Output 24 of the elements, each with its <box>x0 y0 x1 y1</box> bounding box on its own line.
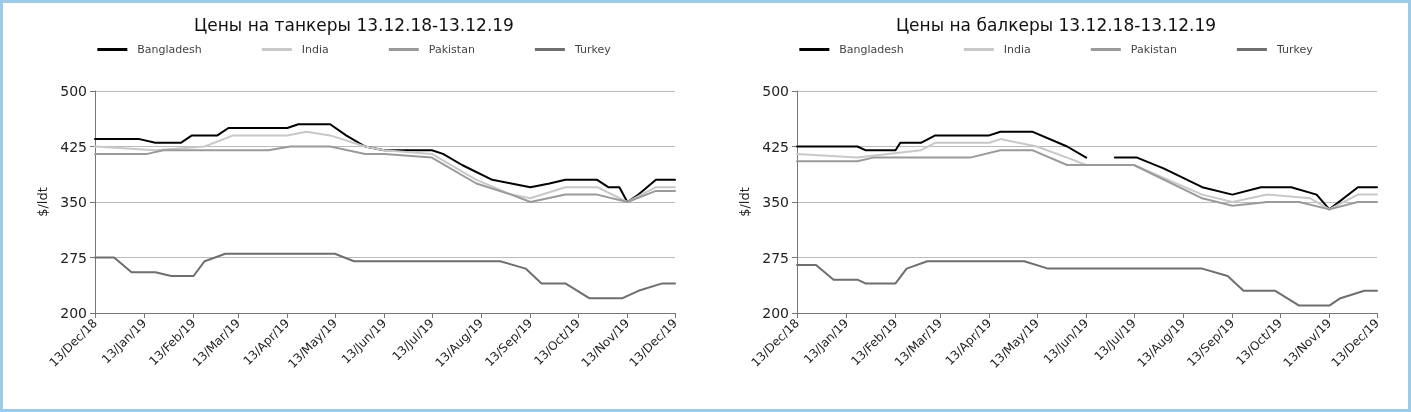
chart-title: Цены на танкеры 13.12.18-13.12.19 <box>194 14 514 35</box>
legend-label: Bangladesh <box>839 43 904 56</box>
line-series <box>94 145 676 203</box>
legend-label: Turkey <box>573 43 612 56</box>
legend-label: Pakistan <box>1130 43 1177 56</box>
legend-label: Pakistan <box>428 43 475 56</box>
chart-title: Цены на балкеры 13.12.18-13.12.19 <box>895 14 1217 35</box>
y-tick-label: 200 <box>60 305 87 321</box>
y-axis-title: $/ldt <box>737 187 753 217</box>
legend-label: Bangladesh <box>137 43 202 56</box>
y-tick-label: 500 <box>60 83 87 99</box>
y-tick-label: 200 <box>762 305 789 321</box>
legend-label: Turkey <box>1275 43 1314 56</box>
y-tick-label: 350 <box>762 194 789 210</box>
y-tick-label: 275 <box>762 249 789 266</box>
legend-label: India <box>1003 43 1031 56</box>
line-series <box>796 149 1378 211</box>
y-tick-label: 425 <box>762 138 789 155</box>
legend-label: India <box>301 43 329 56</box>
y-tick-label: 350 <box>60 194 87 210</box>
y-axis-title: $/ldt <box>35 187 51 217</box>
y-tick-label: 275 <box>60 249 87 266</box>
y-tick-label: 500 <box>762 83 789 99</box>
y-tick-label: 425 <box>60 138 87 155</box>
